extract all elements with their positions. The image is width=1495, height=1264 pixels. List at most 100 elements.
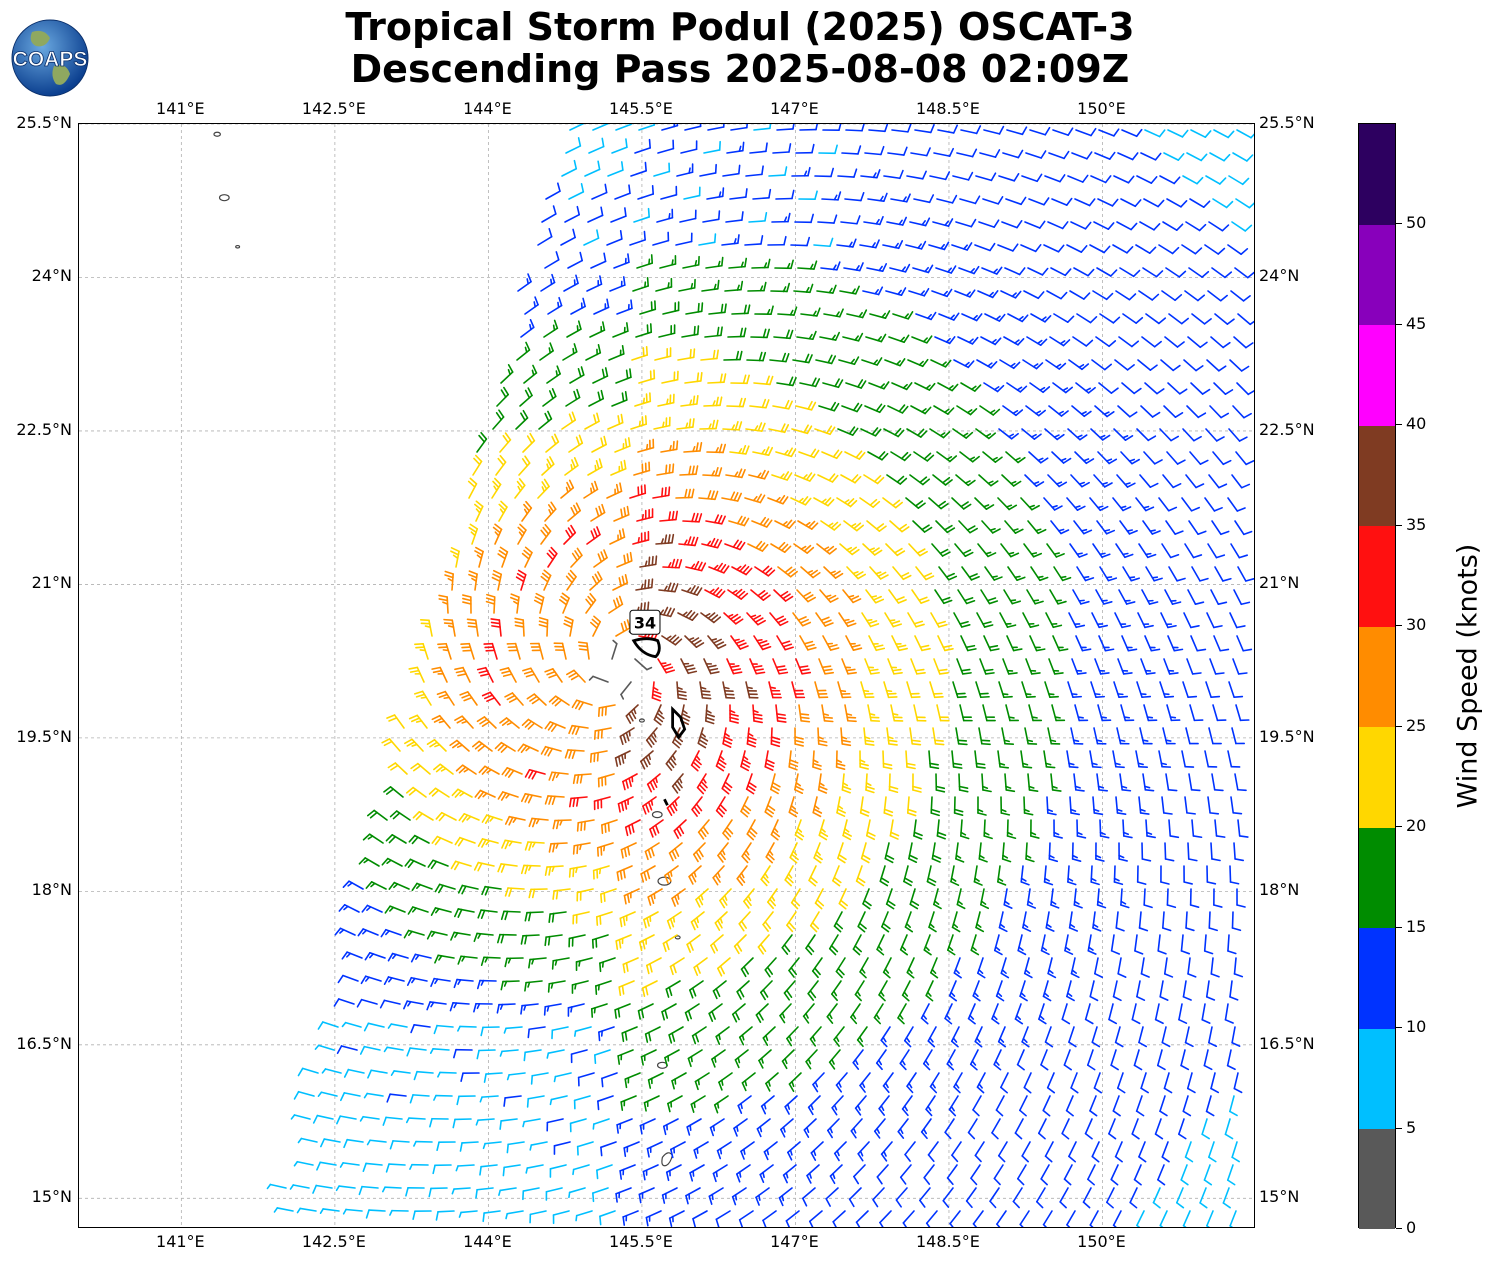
barb-feather [1034,244,1042,253]
wind-barb [1007,313,1029,323]
wind-barb [753,124,772,131]
barb-feather [1124,553,1134,559]
barb-feather [548,504,555,513]
barb-feather [507,369,511,376]
barb-feather [1146,835,1156,839]
barb-feather [1115,927,1125,932]
barb-staff [929,175,947,181]
barb-feather [408,834,416,843]
wind-barb [794,472,816,482]
wind-barb [658,324,676,338]
wind-barb [891,124,912,133]
barb-feather [620,622,625,633]
wind-barb [750,328,770,339]
barb-feather [474,742,483,750]
barb-feather [880,145,885,156]
barb-feather [860,808,870,814]
barb-feather [1095,854,1102,859]
wind-barb [914,382,936,391]
barb-feather [555,819,560,830]
wind-barb [976,612,994,628]
barb-staff [1141,589,1151,605]
barb-feather [834,331,840,341]
barb-staff [640,750,654,763]
barb-feather [383,740,393,747]
barb-feather [940,503,949,510]
barb-staff [1099,566,1110,582]
barb-feather [651,185,655,195]
wind-barb [1070,221,1092,230]
barb-feather [773,827,779,833]
barb-feather [861,309,868,319]
barb-feather [830,521,839,529]
wind-barb [1113,865,1124,886]
barb-feather [998,926,1008,933]
barb-feather [1055,481,1063,485]
barb-feather [925,575,935,581]
barb-feather [647,801,653,811]
barb-feather [1104,648,1115,652]
logo-text: COAPS [13,48,88,71]
barb-staff [886,474,902,485]
barb-feather [860,191,865,202]
wind-barb [451,788,473,798]
barb-feather [856,876,866,884]
barb-feather [424,625,432,628]
barb-staff [592,375,609,384]
barb-staff [680,148,698,154]
barb-feather [593,528,598,538]
barb-feather [843,618,850,622]
barb-feather [747,732,754,737]
wind-barb [722,681,736,699]
wind-barb [773,329,794,340]
wind-barb [1207,543,1226,559]
barb-feather [644,415,648,425]
barb-staff [612,582,629,591]
wind-barb [1229,359,1250,372]
barb-feather [1175,223,1184,231]
barb-feather [697,742,707,749]
wind-barb [1023,796,1034,816]
barb-feather [930,808,941,813]
barb-staff [881,911,889,928]
barb-feather [912,785,922,790]
barb-feather [649,781,655,791]
barb-feather [1040,457,1049,464]
wind-barb [1119,773,1132,792]
barb-staff [955,221,973,228]
barb-staff [635,331,653,338]
barb-staff [665,750,677,765]
wind-barb [937,382,959,392]
wind-barb [754,305,774,315]
barb-feather [858,922,867,930]
barb-staff [833,911,843,927]
barb-feather [411,717,421,723]
barb-feather [1083,410,1092,418]
barb-feather [741,468,746,479]
barb-feather [982,789,992,793]
barb-feather [761,165,764,176]
barb-staff [1113,681,1120,698]
wind-barb [951,497,972,510]
barb-staff [607,169,624,177]
barb-feather [827,594,837,601]
barb-feather [541,572,550,580]
wind-barb [795,658,812,675]
barb-feather [929,766,940,770]
barb-feather [895,596,905,601]
wind-barb [586,526,601,545]
barb-staff [912,520,926,533]
barb-staff [770,543,786,553]
barb-feather [1186,812,1196,815]
barb-staff [421,690,432,706]
barb-feather [885,689,893,693]
barb-feather [845,619,855,625]
barb-staff [585,352,602,361]
wind-barb [728,257,748,269]
barb-feather [792,898,801,907]
wind-barb [708,303,727,315]
barb-staff [575,699,593,706]
wind-barb [983,125,1005,135]
barb-feather [571,411,577,421]
wind-barb [789,842,799,864]
